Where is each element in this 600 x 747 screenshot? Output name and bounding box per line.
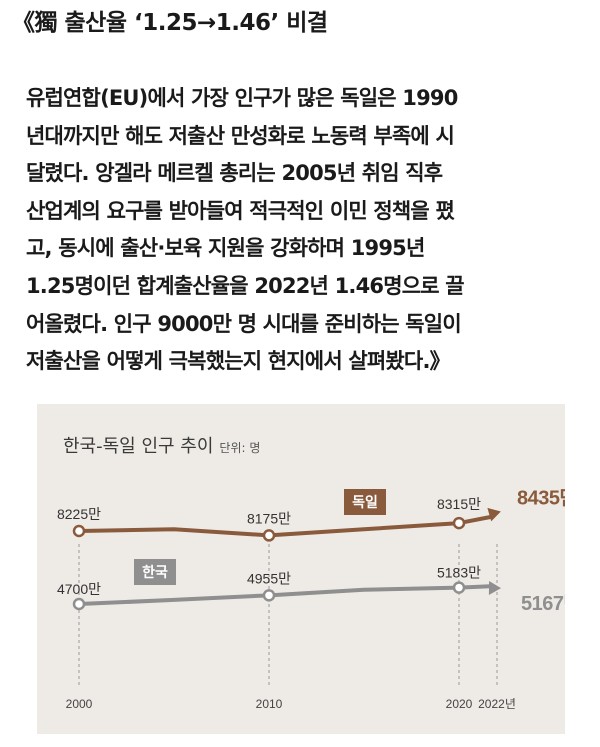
data-label-latest: 5167만 <box>521 592 565 615</box>
data-point <box>452 516 466 530</box>
data-label: 8225만 <box>57 506 101 522</box>
series-tag-box <box>134 559 176 585</box>
population-chart: 한국-독일 인구 추이 단위: 명 2000 2010 2020 2022년 8225만 8… <box>37 404 565 734</box>
chart-title: 한국-독일 인구 추이 단위: 명 <box>63 432 260 458</box>
headline: 《獨 출산율 ‘1.25→1.46’ 비결 <box>12 10 328 36</box>
series-tag-label: 한국 <box>142 564 168 580</box>
data-label: 4700만 <box>57 581 101 597</box>
chart-canvas: 2000 2010 2020 2022년 8225만 8175만 8315만 8435만 470… <box>57 487 565 711</box>
series-arrow-head <box>487 507 501 522</box>
data-point <box>262 589 276 602</box>
data-point <box>72 524 86 538</box>
body-line: 산업계의 요구를 받아들여 적극적인 이민 정책을 폈 <box>26 198 455 223</box>
chart-unit: 단위: 명 <box>219 441 261 455</box>
x-tick-label: 2020 <box>446 697 473 711</box>
series-tag-box <box>344 489 386 515</box>
data-point <box>72 597 86 611</box>
series-arrow-head <box>488 581 501 596</box>
body-line: 년대까지만 해도 저출산 만성화로 노동력 부족에 시 <box>26 123 455 148</box>
data-label: 4955만 <box>247 570 291 586</box>
series-tag-label: 독일 <box>352 494 378 510</box>
data-point <box>452 581 466 594</box>
data-point <box>262 529 276 542</box>
article-body: 유럽연합(EU)에서 가장 인구가 많은 독일은 1990 년대까지만 해도 저… <box>26 80 586 381</box>
body-line: 고, 동시에 출산·보육 지원을 강화하며 1995년 <box>26 236 425 261</box>
body-line: 어올렸다. 인구 9000만 명 시대를 준비하는 독일이 <box>26 311 462 336</box>
body-line: 달렸다. 앙겔라 메르켈 총리는 2005년 취임 직후 <box>26 161 443 186</box>
x-tick-label: 2010 <box>256 697 283 711</box>
x-tick-label: 2022년 <box>478 697 516 711</box>
body-line: 1.25명이던 합계출산율을 2022년 1.46명으로 끌 <box>26 273 465 298</box>
data-label: 5183만 <box>437 565 481 581</box>
body-line: 저출산을 어떻게 극복했는지 현지에서 살펴봤다.》 <box>26 349 451 374</box>
body-line: 유럽연합(EU)에서 가장 인구가 많은 독일은 1990 <box>26 86 458 110</box>
data-label-latest: 8435만 <box>517 487 565 510</box>
chart-title-text: 한국-독일 인구 추이 <box>63 436 214 457</box>
data-label: 8315만 <box>437 496 481 512</box>
data-label: 8175만 <box>247 510 291 526</box>
x-tick-label: 2000 <box>66 697 93 711</box>
